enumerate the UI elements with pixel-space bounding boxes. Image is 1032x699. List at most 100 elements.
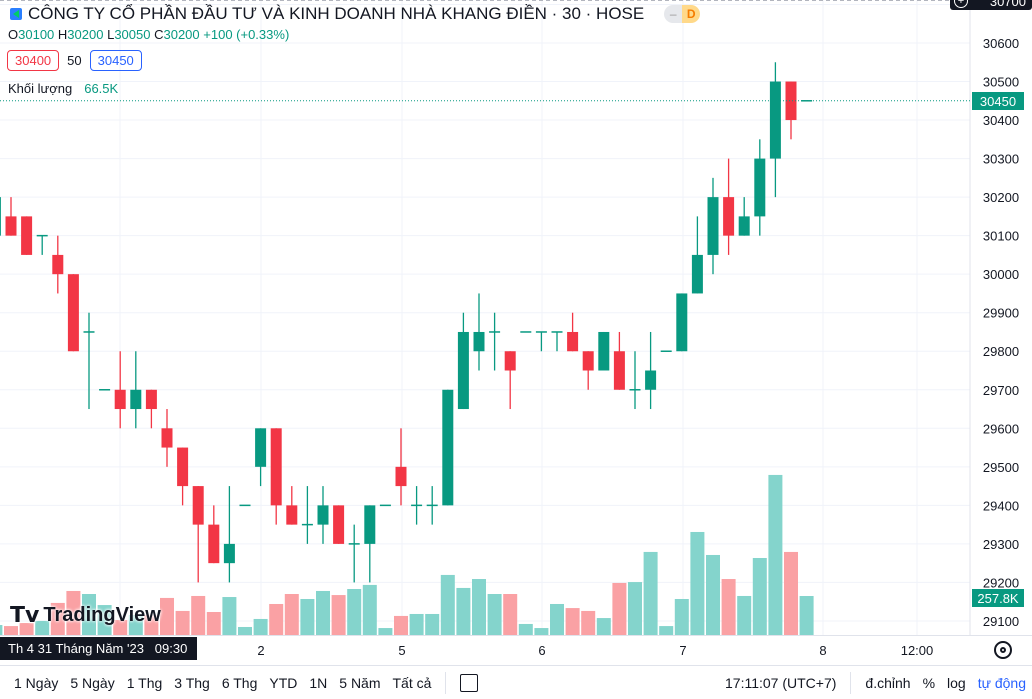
candle-body <box>301 523 313 526</box>
candle-body <box>660 350 672 352</box>
volume-bar <box>472 579 486 635</box>
candle-body <box>52 254 64 275</box>
volume-bar <box>674 598 689 635</box>
candle-body <box>598 331 610 371</box>
candle-body <box>223 543 235 564</box>
range-button[interactable]: 1 Ngày <box>14 674 59 691</box>
volume-bar <box>503 594 518 635</box>
percent-button[interactable]: % <box>922 674 936 691</box>
volume-bar <box>238 626 252 635</box>
candle-body <box>0 197 1 236</box>
adjust-button[interactable]: đ.chỉnh <box>865 674 911 691</box>
price-tick-label: 30100 <box>983 229 1019 244</box>
range-button[interactable]: 6 Thg <box>221 674 258 691</box>
candle-body <box>723 197 735 236</box>
candle-body <box>348 543 360 545</box>
price-tick-label: 29900 <box>983 306 1019 321</box>
volume-bar <box>19 623 34 635</box>
spread: 50 <box>67 53 82 68</box>
clock[interactable]: 17:11:07 (UTC+7) <box>725 674 837 691</box>
volume-bar <box>394 615 408 635</box>
candle-body <box>442 389 454 506</box>
market-status-badge[interactable]: – D <box>664 5 701 23</box>
volume-bar <box>659 626 674 635</box>
candle-body <box>239 504 251 507</box>
candle-body <box>317 505 329 525</box>
volume-bar <box>425 613 440 635</box>
candle-body <box>504 351 516 371</box>
volume-bar <box>565 608 580 635</box>
price-tick-label: 30500 <box>983 75 1019 90</box>
price-tick-label: 30300 <box>983 152 1019 167</box>
range-button[interactable]: YTD <box>269 674 298 691</box>
volume-bar <box>784 551 798 635</box>
volume-bar <box>534 628 549 635</box>
range-button[interactable]: 3 Thg <box>174 674 210 691</box>
time-axis-label: 12:00 <box>900 643 934 658</box>
volume-bar <box>316 590 330 635</box>
candle-body <box>208 524 220 564</box>
candle-body <box>769 81 781 159</box>
candle-body <box>551 331 563 333</box>
time-axis-label: 6 <box>538 643 546 658</box>
volume-bar <box>160 597 174 635</box>
price-tick-label: 29200 <box>983 575 1019 590</box>
last-volume-label: 257.8K <box>972 589 1024 607</box>
volume-bar <box>690 531 705 635</box>
log-button[interactable]: log <box>947 674 966 691</box>
symbol-title[interactable]: CÔNG TY CỔ PHẦN ĐẦU TƯ VÀ KINH DOANH NHÀ… <box>28 4 645 23</box>
volume-bar <box>144 615 159 635</box>
price-tick-label: 29300 <box>983 537 1019 552</box>
candle-body <box>411 504 423 507</box>
auto-scale-button[interactable]: tự động <box>977 674 1026 691</box>
volume-bar <box>550 603 564 635</box>
range-button[interactable]: 1N <box>309 674 328 691</box>
candle-body <box>83 331 95 333</box>
candle-body <box>5 216 17 236</box>
candle-body <box>255 428 267 467</box>
volume-bar <box>128 615 143 635</box>
candle-body <box>489 331 501 333</box>
range-button[interactable]: 1 Thg <box>126 674 163 691</box>
volume-bar <box>596 618 611 635</box>
candle-body <box>145 389 157 410</box>
volume-bar <box>643 551 658 635</box>
volume-bar <box>35 620 50 635</box>
buy-button[interactable]: 30450 <box>89 50 142 71</box>
price-tick-label: 29100 <box>983 614 1019 629</box>
candle-body <box>270 428 282 506</box>
go-to-date-icon[interactable] <box>460 673 479 692</box>
bottom-toolbar: 1 Ngày 5 Ngày 1 Thg 3 Thg 6 Thg YTD 1N 5 Năm Tất… <box>0 665 1032 699</box>
sell-button[interactable]: 30400 <box>7 50 60 71</box>
candle-body <box>567 331 579 352</box>
volume-bar <box>612 582 627 635</box>
last-price-label: 30450 <box>972 92 1024 110</box>
time-axis-label: 5 <box>398 643 406 658</box>
candle-body <box>535 331 547 333</box>
price-tick-label: 29600 <box>983 421 1019 436</box>
price-tick-label: 30000 <box>983 267 1019 282</box>
time-axis-label: 7 <box>679 643 687 658</box>
volume-bar <box>752 557 767 635</box>
candle-body <box>473 331 485 352</box>
candle-body <box>613 351 625 390</box>
volume-bar <box>737 595 752 635</box>
candle-body <box>114 389 126 410</box>
candle-body <box>379 504 391 507</box>
price-tick-label: 30400 <box>983 113 1019 128</box>
volume-bar <box>409 613 424 635</box>
candle-body <box>785 81 797 121</box>
range-button[interactable]: Tất cả <box>392 674 432 691</box>
tradingview-logo[interactable]: 𝗧𝘃 TradingView <box>10 602 161 627</box>
volume-bar <box>628 582 642 635</box>
add-alert-icon[interactable]: + <box>954 0 968 8</box>
price-chart[interactable]: 30600 30500 30400 30300 30200 30100 30000 29900… <box>0 0 1032 636</box>
volume-bar <box>191 595 206 635</box>
range-button[interactable]: 5 Năm <box>339 674 381 691</box>
volume-bar <box>113 620 128 635</box>
volume-bar <box>82 594 96 635</box>
candle-body <box>333 505 345 544</box>
range-button[interactable]: 5 Ngày <box>70 674 115 691</box>
candle-body <box>520 331 532 333</box>
settings-icon[interactable] <box>994 641 1012 659</box>
